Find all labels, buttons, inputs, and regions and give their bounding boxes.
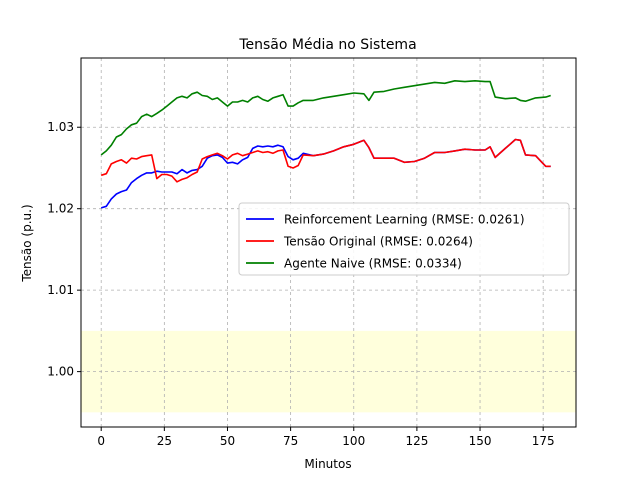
x-tick-label: 75 bbox=[283, 434, 298, 448]
x-axis-label: Minutos bbox=[304, 457, 351, 471]
plot-area: 0 25 50 75 100 125 150 175 1.00 1.01 1.02 1.03 bbox=[47, 57, 577, 448]
x-tick-label: 100 bbox=[342, 434, 365, 448]
series-line-agente-naive bbox=[100, 80, 551, 156]
x-tick-label: 150 bbox=[469, 434, 492, 448]
x-tick-label: 125 bbox=[405, 434, 428, 448]
tick-layer: 0 25 50 75 100 125 150 175 1.00 1.01 1.02 1.03 bbox=[47, 120, 554, 448]
x-tick-label: 25 bbox=[157, 434, 172, 448]
axes-frame bbox=[80, 57, 577, 428]
y-axis-label: Tensão (p.u.) bbox=[20, 204, 34, 282]
legend-box bbox=[238, 202, 570, 276]
y-tick-label: 1.01 bbox=[47, 283, 74, 297]
x-tick-label: 175 bbox=[532, 434, 555, 448]
series-layer bbox=[100, 80, 551, 209]
x-tick-label: 0 bbox=[97, 434, 105, 448]
legend: Reinforcement Learning (RMSE: 0.0261) Ten… bbox=[238, 202, 570, 276]
series-line-tensao-original bbox=[100, 138, 551, 183]
x-tick-label: 50 bbox=[220, 434, 235, 448]
y-tick-label: 1.03 bbox=[47, 120, 74, 134]
legend-entry-label: Agente Naive (RMSE: 0.0334) bbox=[284, 257, 462, 271]
chart-title: Tensão Média no Sistema bbox=[238, 37, 416, 53]
legend-entry-label: Tensão Original (RMSE: 0.0264) bbox=[283, 235, 473, 249]
legend-entry-label: Reinforcement Learning (RMSE: 0.0261) bbox=[284, 213, 525, 227]
y-tick-label: 1.00 bbox=[47, 365, 74, 379]
y-tick-label: 1.02 bbox=[47, 202, 74, 216]
